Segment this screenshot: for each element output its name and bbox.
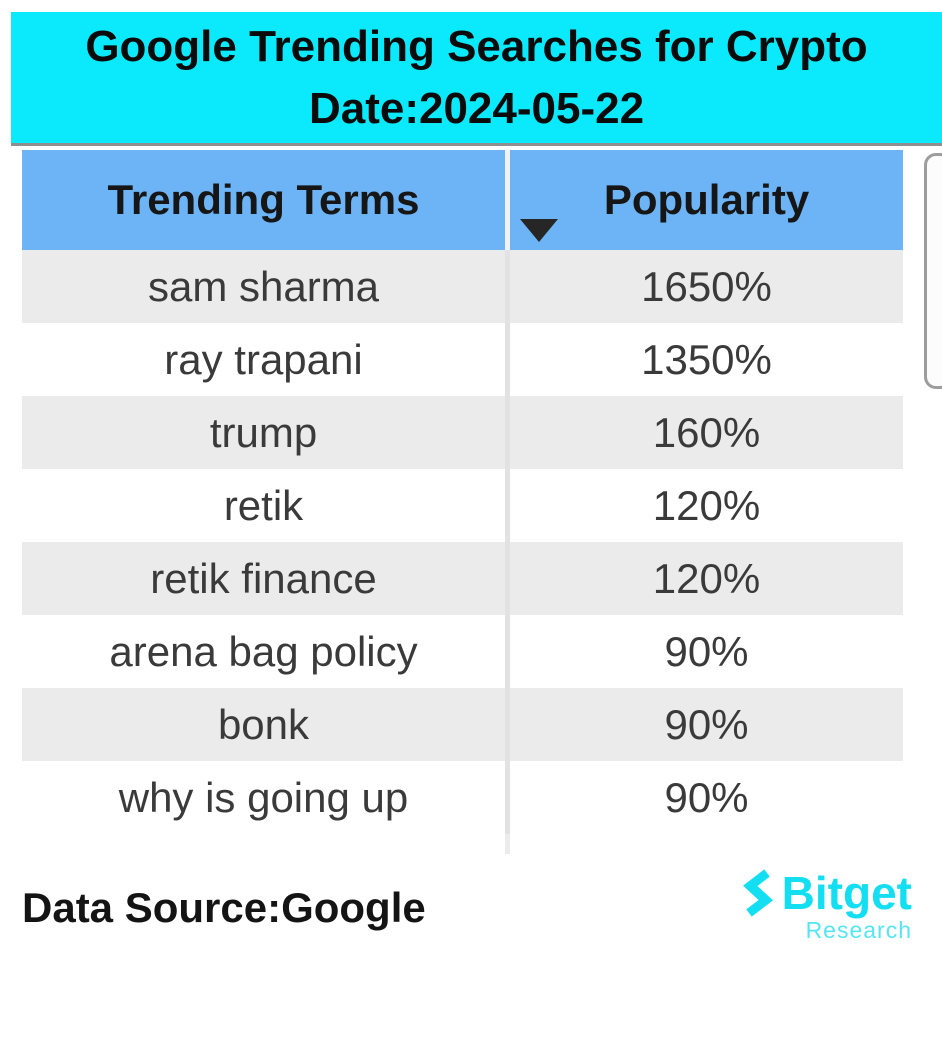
page-subtitle-date: Date:2024-05-22 (308, 83, 645, 133)
term-cell: why is going up (118, 773, 409, 821)
term-cell: bonk (217, 700, 310, 748)
column-divider (505, 150, 510, 250)
popularity-cell: 90% (664, 627, 749, 675)
table-row: arena bag policy 90% (22, 615, 903, 688)
table-tail-divider (22, 834, 903, 854)
table-header-row: Trending Terms Popularity (22, 150, 903, 250)
column-header-trending-terms: Trending Terms (22, 150, 505, 250)
term-cell: ray trapani (164, 335, 363, 383)
column-divider (505, 761, 510, 834)
term-cell: sam sharma (147, 262, 380, 310)
popularity-cell: 160% (652, 408, 761, 456)
column-divider (505, 396, 510, 469)
popularity-cell: 90% (664, 773, 749, 821)
table-row: ray trapani 1350% (22, 323, 903, 396)
term-cell: retik (223, 481, 304, 529)
vertical-scrollbar-thumb[interactable] (924, 153, 942, 389)
bitget-research-logo: Bitget Research (739, 866, 912, 944)
column-divider (505, 688, 510, 761)
column-divider (505, 615, 510, 688)
column-header-popularity-label: Popularity (603, 176, 810, 223)
table-row: retik finance 120% (22, 542, 903, 615)
column-divider (505, 323, 510, 396)
page-title: Google Trending Searches for Crypto (85, 21, 868, 71)
table-row: why is going up 90% (22, 761, 903, 834)
table-row: trump 160% (22, 396, 903, 469)
brand-name-text: Bitget (781, 867, 912, 919)
popularity-cell: 90% (664, 700, 749, 748)
term-cell: retik finance (150, 554, 377, 602)
title-banner: Google Trending Searches for Crypto Date… (11, 12, 942, 146)
data-source-label: Data Source:Google (22, 884, 426, 931)
trending-table: Trending Terms Popularity sam sharma 165… (22, 150, 903, 854)
table-row: sam sharma 1650% (22, 250, 903, 323)
popularity-cell: 1650% (641, 262, 772, 310)
popularity-cell: 120% (652, 554, 761, 602)
term-cell: arena bag policy (109, 627, 418, 675)
column-divider (505, 834, 510, 854)
bitget-logo-icon (742, 869, 773, 917)
column-divider (505, 542, 510, 615)
sort-descending-icon[interactable] (520, 219, 558, 242)
column-divider (505, 250, 510, 323)
brand-sub-text: Research (805, 917, 912, 943)
table-row: bonk 90% (22, 688, 903, 761)
popularity-cell: 1350% (641, 335, 772, 383)
table-row: retik 120% (22, 469, 903, 542)
popularity-cell: 120% (652, 481, 761, 529)
column-divider (505, 469, 510, 542)
term-cell: trump (209, 408, 318, 456)
column-header-popularity[interactable]: Popularity (510, 150, 903, 250)
